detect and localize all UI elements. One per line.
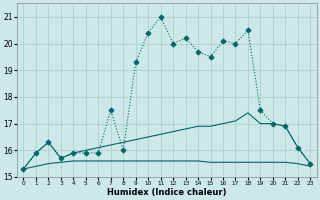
X-axis label: Humidex (Indice chaleur): Humidex (Indice chaleur) [107, 188, 227, 197]
